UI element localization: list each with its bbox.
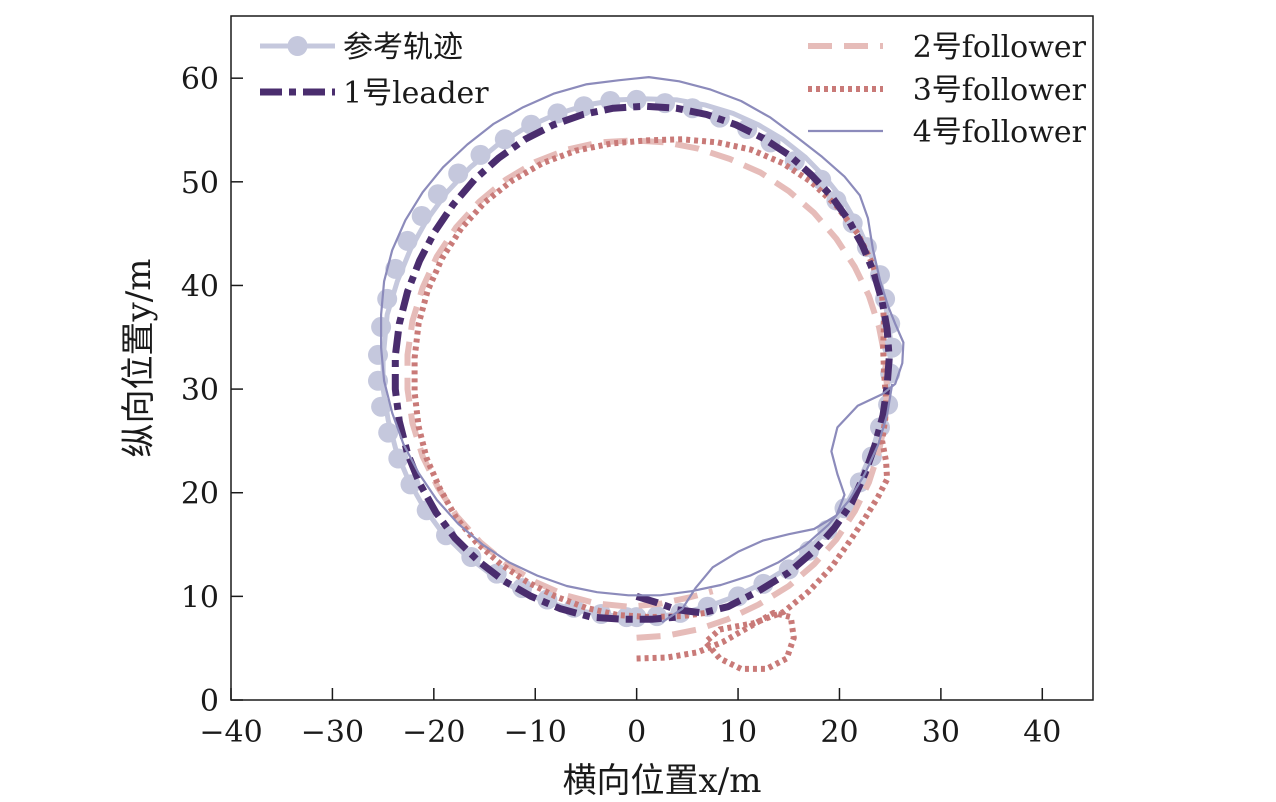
reference-marker: [436, 525, 456, 546]
reference-marker: [411, 206, 432, 226]
plot-frame: [230, 15, 1094, 701]
legend-label: 1号leader: [343, 76, 489, 111]
x-axis-title: 横向位置x/m: [563, 761, 762, 801]
y-tick-label: 0: [200, 684, 219, 719]
reference-marker: [448, 163, 469, 184]
x-tick-label: 20: [820, 715, 858, 750]
reference-marker: [494, 129, 515, 150]
x-tick-label: 40: [1023, 715, 1061, 750]
legend-label: 2号follower: [913, 30, 1087, 65]
reference-marker: [882, 337, 903, 358]
y-tick-label: 30: [181, 373, 219, 408]
reference-marker: [385, 258, 406, 279]
series-line-5: [380, 76, 905, 624]
reference-marker: [626, 89, 647, 110]
legend-label: 参考轨迹: [343, 30, 463, 65]
reference-marker: [470, 144, 491, 165]
legend: 参考轨迹 1号leader 2号follower 3号follower 4号follow…: [260, 30, 1087, 150]
reference-marker: [377, 288, 398, 309]
y-tick-label: 50: [181, 166, 219, 201]
y-tick-label: 10: [181, 580, 219, 615]
reference-marker: [388, 448, 409, 469]
reference-marker: [371, 396, 392, 417]
legend-label: 4号follower: [913, 115, 1087, 150]
ticks-layer: −40 −30 −20 −10 0 10 20 30 40 0 10 20 30 40 50 60: [181, 62, 1062, 750]
x-tick-label: −20: [402, 715, 465, 750]
reference-marker: [427, 184, 448, 205]
x-tick-label: 10: [719, 715, 757, 750]
y-axis-title: 纵向位置y/m: [119, 259, 159, 458]
y-tick-label: 20: [181, 477, 219, 512]
y-tick-label: 60: [181, 62, 219, 97]
legend-label: 3号follower: [913, 73, 1087, 108]
reference-marker: [378, 422, 399, 443]
series-layer: [380, 76, 905, 672]
reference-marker: [573, 96, 594, 117]
x-tick-label: −40: [199, 715, 262, 750]
reference-marker: [368, 344, 388, 365]
x-tick-label: −10: [504, 715, 567, 750]
y-tick-label: 40: [181, 269, 219, 304]
x-tick-label: 0: [627, 715, 646, 750]
x-tick-label: 30: [922, 715, 960, 750]
series-line-2: [391, 102, 893, 623]
x-tick-label: −30: [301, 715, 364, 750]
legend-marker: [287, 36, 308, 56]
reference-marker: [397, 230, 418, 251]
